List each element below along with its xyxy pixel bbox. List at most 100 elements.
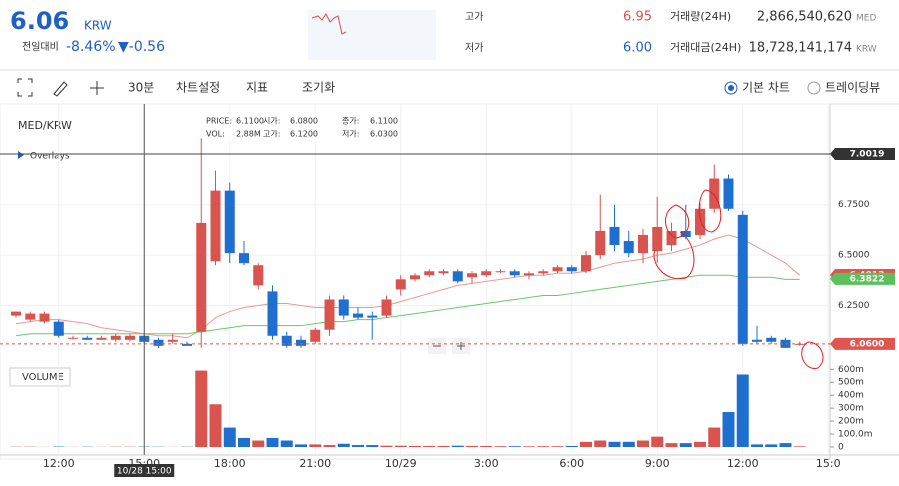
volume-bar	[737, 374, 749, 447]
candle-body	[553, 267, 563, 271]
amt: 18,728,141,174	[749, 41, 852, 56]
volume-bar	[338, 444, 350, 447]
y-tick-label: 6.5000	[838, 251, 870, 261]
amt-label: 거래대금(24H)	[670, 41, 741, 54]
volume-bar	[238, 438, 250, 447]
price-tag-label: 6.3822	[850, 274, 885, 284]
candle-body	[125, 336, 135, 340]
volume-bar	[452, 446, 464, 447]
volume-bar	[794, 446, 806, 447]
volume-bar	[651, 437, 663, 447]
reset[interactable]: 조기화	[302, 81, 335, 95]
info-text: 6.1100	[236, 117, 264, 126]
volume-label: VOLUME	[22, 372, 64, 383]
settings[interactable]: 차트설정	[176, 81, 220, 95]
volume-bar	[381, 446, 393, 447]
low-label: 저가	[465, 42, 483, 54]
candle-body	[724, 179, 734, 209]
candle-body	[424, 271, 434, 275]
x-tick-label: 12:00	[727, 457, 759, 470]
volume-bar	[751, 444, 763, 447]
x-tick-label: 9:00	[645, 457, 670, 470]
volume-bar	[224, 428, 236, 447]
info-text: 2.88M	[236, 130, 261, 139]
info-text: 저가:	[342, 130, 359, 139]
x-tick-label: 10/29	[385, 457, 417, 470]
info-text: 6.1100	[370, 117, 398, 126]
volume-bar	[694, 442, 706, 447]
volume-bar	[523, 446, 535, 447]
candle-body	[353, 314, 363, 318]
volume-bar	[566, 446, 578, 447]
price-tag-label: 7.0019	[850, 149, 885, 159]
vol-unit: MED	[856, 14, 876, 24]
low: 6.00	[623, 41, 652, 56]
volume-bar	[438, 446, 450, 447]
candle-body	[538, 271, 548, 273]
volume-bar	[352, 445, 364, 447]
candle-body	[168, 340, 178, 342]
info-text: PRICE:	[206, 117, 232, 126]
high: 6.95	[623, 10, 652, 25]
currency: KRW	[84, 19, 112, 33]
candle-body	[752, 340, 762, 342]
volume-bar	[594, 441, 606, 447]
info-text: VOL:	[206, 130, 225, 139]
radio-dot	[728, 85, 734, 91]
candle-body	[82, 338, 92, 340]
vol: 2,866,540,620	[757, 10, 852, 25]
volume-bar	[423, 446, 435, 447]
candle-body	[268, 291, 278, 335]
y-tick-label: 6.2500	[838, 301, 870, 311]
info-text: 6.0800	[290, 117, 318, 126]
candle-body	[253, 265, 263, 285]
indicator[interactable]: 지표	[246, 81, 268, 95]
volume-bar	[495, 446, 507, 447]
v-tick-label: 500m	[838, 378, 864, 388]
candle-body	[239, 253, 249, 263]
candle-body	[367, 316, 377, 318]
candle-body	[40, 314, 50, 322]
candle-body	[382, 299, 392, 315]
candle-body	[25, 314, 35, 320]
amt-unit: KRW	[856, 45, 877, 55]
x-tick-label: 6:00	[559, 457, 584, 470]
volume-bar	[765, 444, 777, 447]
candle-body	[709, 179, 719, 209]
candle-body	[225, 191, 235, 253]
tradingview[interactable]: 트레이딩뷰	[825, 81, 880, 95]
candle-body	[467, 273, 477, 277]
overlays: Overlays	[30, 152, 70, 162]
price: 6.06	[10, 7, 69, 35]
candle-body	[54, 322, 64, 336]
y-tick-label: 6.7500	[838, 200, 870, 210]
interval[interactable]: 30분	[128, 81, 154, 95]
volume-bar	[666, 443, 678, 447]
basic-chart[interactable]: 기본 차트	[742, 81, 790, 95]
v-tick-label: 0	[838, 443, 844, 453]
volume-bar	[708, 428, 720, 447]
candle-body	[453, 271, 463, 281]
high-label: 고가	[465, 11, 483, 23]
volume-bar	[309, 444, 321, 447]
price-tag-label: 6.0600	[850, 339, 885, 349]
volume-bar	[210, 404, 222, 447]
info-text: 시가:	[263, 117, 280, 126]
candle-body	[510, 271, 520, 275]
candle-body	[766, 338, 776, 342]
change-pct: -8.46%	[66, 39, 116, 55]
volume-bar	[295, 444, 307, 447]
candle-body	[638, 235, 648, 253]
candle-body	[738, 215, 748, 344]
candle-body	[196, 223, 206, 332]
candle-body	[695, 209, 705, 235]
candle-body	[524, 273, 534, 275]
info-text: 6.1200	[290, 130, 318, 139]
volume-bar	[723, 412, 735, 447]
candle-body	[396, 279, 406, 289]
candle-body	[68, 338, 78, 339]
v-tick-label: 400m	[838, 391, 864, 401]
candle-body	[595, 231, 605, 255]
volume-bar	[395, 446, 407, 447]
